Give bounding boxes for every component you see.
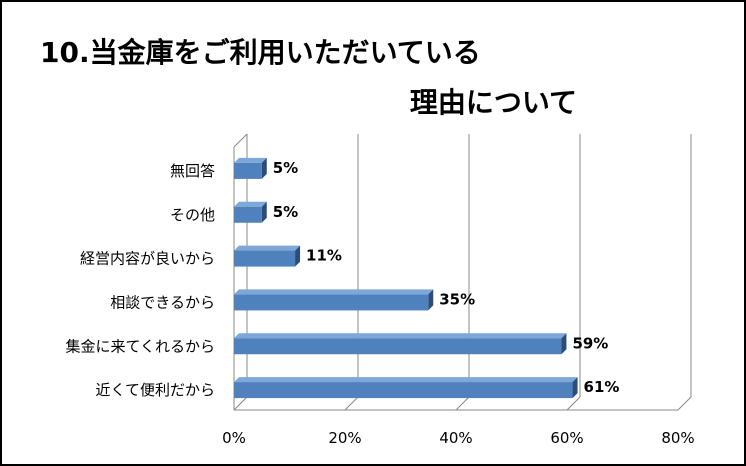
bar-0 bbox=[234, 162, 262, 179]
x-tick-label-4: 80% bbox=[661, 429, 694, 447]
plot-bars bbox=[234, 157, 578, 399]
data-label-3: 35% bbox=[439, 290, 475, 308]
plot-labels: 0% 20% 40% 60% 80% 無回答 5% その他 5% 経営内容が良いから 11% 相談でき… bbox=[65, 159, 694, 447]
left-wall-top-edge bbox=[233, 133, 248, 148]
data-label-4: 59% bbox=[572, 334, 608, 352]
bar-top-5 bbox=[234, 377, 578, 383]
category-label-3: 相談できるから bbox=[110, 293, 215, 311]
bar-top-1 bbox=[234, 201, 267, 207]
floor-line-4 bbox=[677, 396, 692, 411]
floor-line-3 bbox=[566, 396, 581, 411]
bar-side-1 bbox=[261, 201, 267, 223]
bar-5 bbox=[234, 382, 573, 399]
bar-side-4 bbox=[561, 333, 567, 355]
bar-top-3 bbox=[234, 289, 434, 295]
floor-line-2 bbox=[455, 396, 470, 411]
category-label-2: 経営内容が良いから bbox=[80, 250, 215, 268]
bar-2 bbox=[234, 250, 296, 267]
x-tick-label-1: 20% bbox=[328, 429, 361, 447]
category-label-0: 無回答 bbox=[170, 162, 215, 180]
bar-top-0 bbox=[234, 157, 267, 163]
floor-line-1 bbox=[344, 396, 359, 411]
chart-title-line-1: 10.当金庫をご利用いただいている bbox=[40, 36, 481, 69]
bar-top-4 bbox=[234, 333, 567, 339]
plot-grid bbox=[233, 133, 692, 411]
floor-line-0 bbox=[233, 396, 248, 411]
bar-3 bbox=[234, 294, 429, 311]
bar-top-2 bbox=[234, 245, 301, 251]
bar-side-0 bbox=[261, 157, 267, 179]
category-label-1: その他 bbox=[170, 206, 215, 224]
data-label-0: 5% bbox=[273, 159, 298, 177]
bar-4 bbox=[234, 338, 562, 355]
data-label-5: 61% bbox=[584, 378, 620, 396]
bar-side-5 bbox=[572, 377, 578, 399]
data-label-2: 11% bbox=[306, 247, 342, 265]
data-label-1: 5% bbox=[273, 203, 298, 221]
bar-side-2 bbox=[295, 245, 301, 267]
category-label-4: 集金に来てくれるから bbox=[65, 337, 215, 355]
bar-1 bbox=[234, 206, 262, 223]
bar-side-3 bbox=[428, 289, 434, 311]
category-label-5: 近くて便利だから bbox=[95, 381, 215, 399]
x-tick-label-3: 60% bbox=[550, 429, 583, 447]
chart-title-line-2: 理由について bbox=[410, 86, 577, 119]
x-tick-label-2: 40% bbox=[439, 429, 472, 447]
x-tick-label-0: 0% bbox=[222, 429, 246, 447]
